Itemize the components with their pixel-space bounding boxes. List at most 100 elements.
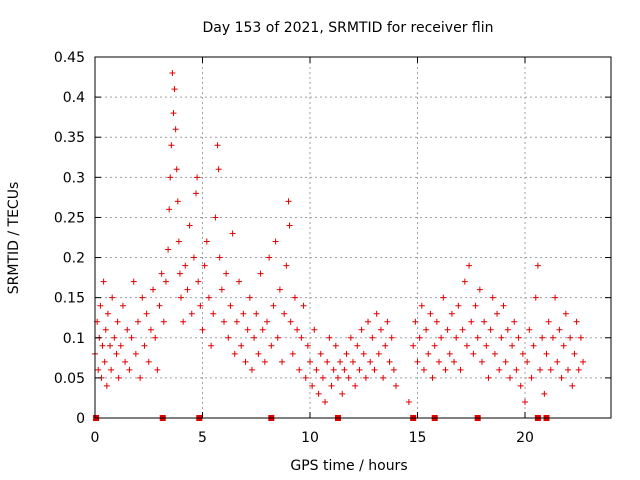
data-point — [180, 318, 187, 325]
data-point — [459, 326, 466, 333]
data-point — [431, 342, 438, 349]
data-point — [300, 302, 307, 309]
data-point — [562, 310, 569, 317]
data-point — [248, 366, 255, 373]
data-point — [97, 302, 104, 309]
data-point — [337, 358, 344, 365]
data-point — [577, 334, 584, 341]
data-point — [345, 374, 352, 381]
data-point — [195, 278, 202, 285]
data-point — [242, 358, 249, 365]
data-point — [358, 326, 365, 333]
data-point — [194, 174, 201, 181]
data-point — [375, 350, 382, 357]
data-point — [476, 286, 483, 293]
data-point — [429, 374, 436, 381]
data-point — [99, 342, 106, 349]
data-point — [393, 382, 399, 389]
data-point — [221, 318, 227, 325]
data-point — [369, 334, 376, 341]
data-point — [233, 318, 240, 325]
data-point — [257, 270, 264, 277]
data-point — [244, 326, 251, 333]
data-point — [165, 246, 172, 253]
data-point — [315, 390, 322, 397]
data-point — [539, 334, 546, 341]
data-point — [414, 358, 421, 365]
data-point — [124, 326, 131, 333]
x-tick-label: 20 — [516, 430, 534, 446]
data-point — [229, 230, 236, 237]
data-point — [141, 342, 148, 349]
y-tick-label: 0.3 — [63, 170, 85, 186]
data-point — [143, 310, 150, 317]
data-point — [283, 262, 290, 269]
data-point — [114, 318, 121, 325]
data-point — [386, 358, 393, 365]
data-point — [147, 326, 154, 333]
data-point — [537, 366, 544, 373]
data-point — [543, 350, 550, 357]
y-tick-label: 0.45 — [54, 50, 85, 66]
data-point — [253, 310, 260, 317]
data-point — [317, 350, 324, 357]
data-point — [225, 334, 232, 341]
data-point — [169, 70, 176, 77]
data-point — [468, 318, 475, 325]
data-point — [135, 318, 141, 325]
data-point — [276, 286, 283, 293]
data-point — [571, 350, 578, 357]
data-point — [560, 342, 567, 349]
data-point — [528, 374, 535, 381]
data-point — [238, 342, 245, 349]
data-point — [104, 310, 111, 317]
data-point — [251, 334, 258, 341]
data-point — [487, 326, 494, 333]
data-point — [286, 222, 293, 229]
data-point — [287, 318, 294, 325]
data-point — [107, 342, 114, 349]
data-point — [425, 350, 432, 357]
data-point — [526, 326, 533, 333]
data-point — [313, 366, 320, 373]
data-point — [137, 374, 144, 381]
data-point — [259, 326, 266, 333]
x-tick-label: 10 — [301, 430, 319, 446]
data-point — [158, 270, 165, 277]
data-point — [190, 254, 197, 261]
data-point — [494, 310, 501, 317]
data-point — [172, 126, 179, 133]
data-point — [101, 358, 108, 365]
data-point — [95, 366, 102, 373]
x-tick-label: 0 — [91, 430, 100, 446]
data-point — [291, 294, 298, 301]
data-point — [457, 366, 464, 373]
data-point — [145, 358, 152, 365]
data-point — [500, 302, 507, 309]
data-point — [212, 214, 219, 221]
data-point — [264, 318, 270, 325]
data-point — [332, 342, 339, 349]
data-point — [203, 238, 210, 245]
data-point — [509, 342, 516, 349]
data-point — [390, 366, 397, 373]
data-point — [373, 310, 380, 317]
data-point — [328, 382, 335, 389]
data-point — [554, 358, 561, 365]
data-point — [130, 278, 137, 285]
data-point — [427, 310, 434, 317]
data-point — [350, 358, 356, 365]
x-tick-label: 15 — [409, 430, 427, 446]
data-point — [569, 382, 576, 389]
data-point — [117, 342, 124, 349]
data-point — [231, 350, 238, 357]
data-point — [360, 350, 367, 357]
y-tick-label: 0.4 — [63, 90, 85, 106]
data-point — [380, 374, 387, 381]
data-point — [122, 358, 129, 365]
y-tick-label: 0.1 — [63, 331, 85, 347]
data-point — [573, 318, 580, 325]
data-point — [405, 398, 412, 405]
data-point — [166, 206, 173, 213]
data-point — [167, 174, 174, 181]
